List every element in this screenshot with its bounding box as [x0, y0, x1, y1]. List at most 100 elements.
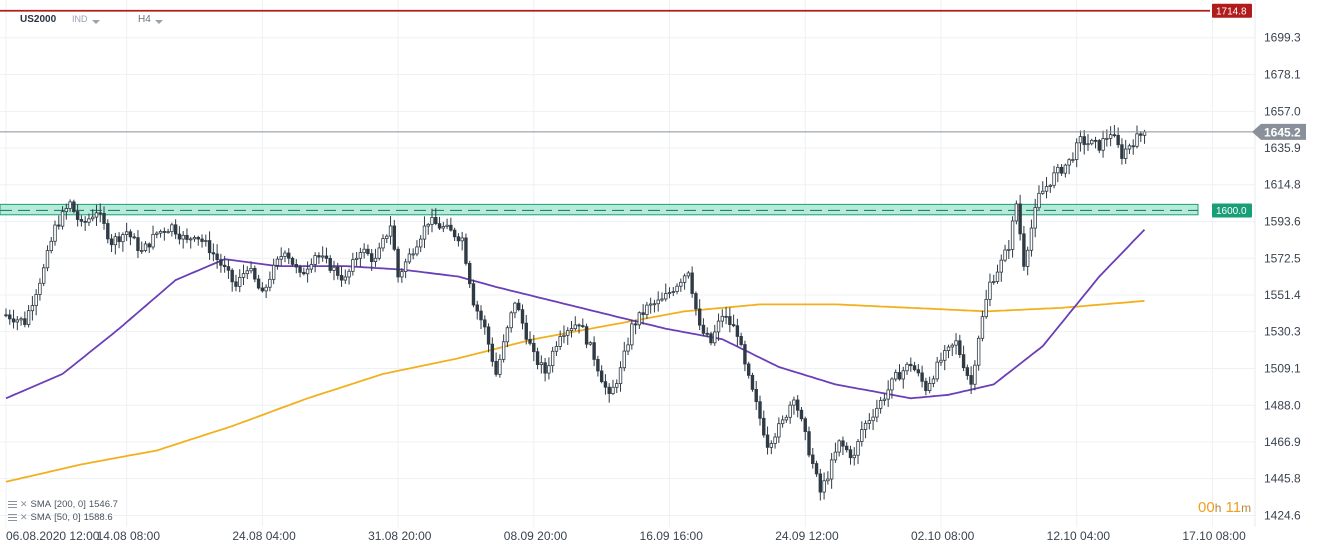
candle	[490, 337, 495, 367]
candle	[517, 298, 521, 312]
candle	[811, 448, 815, 469]
candle	[686, 270, 691, 279]
candle	[871, 408, 875, 431]
legend-sma-50[interactable]: ✕ SMA [50, 0] 1588.6	[8, 512, 113, 523]
candle	[324, 247, 329, 264]
candle-body	[113, 236, 118, 246]
candle-body	[324, 255, 329, 259]
price-axis: 1699.3 1678.1 1657.0 1635.9 1614.8 1593.6 1572…	[1264, 31, 1301, 523]
candle-body	[1071, 159, 1075, 161]
candle-body	[388, 225, 393, 237]
candle-body	[1086, 143, 1090, 146]
candle-body	[4, 314, 8, 317]
candle-body	[1123, 148, 1128, 159]
candle-body	[1074, 142, 1079, 160]
candle-body	[618, 367, 623, 385]
timeframe-dropdown-icon[interactable]	[155, 20, 163, 24]
candle	[60, 206, 65, 230]
candle	[460, 231, 464, 251]
candle	[630, 319, 634, 350]
candle-body	[215, 253, 219, 260]
candle-body	[200, 238, 204, 242]
close-icon[interactable]: ✕	[20, 512, 28, 522]
candle-body	[539, 362, 544, 365]
candle-body	[124, 231, 129, 235]
candle	[407, 248, 412, 265]
candle-body	[181, 234, 185, 240]
candle-body	[1101, 138, 1105, 151]
candle-body	[697, 308, 702, 326]
candle-body	[230, 269, 234, 283]
instrument-type-label[interactable]: IND	[72, 14, 88, 24]
candle-body	[641, 312, 645, 315]
candle	[268, 271, 272, 292]
candle-body	[98, 212, 102, 215]
price-tick-label: 1466.9	[1264, 435, 1301, 449]
time-tick-label: 08.09 20:00	[504, 529, 568, 543]
candle	[920, 365, 924, 388]
candle	[550, 346, 555, 373]
candle	[724, 307, 728, 325]
candle-body	[554, 346, 559, 352]
candle-body	[509, 312, 513, 329]
candle-body	[60, 211, 65, 227]
legend-sma-200[interactable]: ✕ SMA [200, 0] 1546.7	[8, 499, 118, 510]
settings-icon[interactable]	[8, 501, 17, 508]
candle-body	[249, 267, 253, 272]
candle-body	[976, 337, 981, 366]
candle-body	[452, 229, 457, 238]
candle	[430, 208, 434, 233]
timeframe-label[interactable]: H4	[138, 14, 151, 25]
candle	[422, 216, 427, 249]
settings-icon[interactable]	[8, 514, 17, 521]
candle-body	[351, 259, 355, 272]
candle-body	[320, 255, 325, 258]
candle	[596, 355, 600, 377]
candle	[377, 242, 381, 261]
candle-body	[94, 212, 99, 218]
candle	[381, 234, 385, 252]
candle	[599, 365, 604, 384]
candle-body	[811, 454, 815, 464]
time-tick-label: 24.08 04:00	[232, 529, 296, 543]
candle-body	[886, 389, 890, 400]
candle-body	[946, 346, 951, 351]
candle-body	[558, 336, 562, 347]
candle	[215, 244, 219, 269]
candle-body	[1112, 134, 1117, 137]
candle-body	[68, 201, 72, 209]
symbol-label[interactable]: US2000	[20, 14, 57, 25]
candle	[64, 203, 69, 220]
candle	[1003, 244, 1007, 263]
candle	[539, 355, 544, 374]
candle	[464, 233, 468, 266]
candle	[746, 361, 751, 379]
grid-lines	[0, 0, 1255, 527]
candle-body	[863, 422, 868, 430]
price-levels	[0, 9, 1255, 133]
candle	[1059, 164, 1064, 176]
candle	[396, 246, 400, 283]
candle	[475, 300, 479, 320]
candle-body	[777, 423, 781, 438]
close-icon[interactable]: ✕	[20, 499, 28, 509]
candle-body	[577, 324, 581, 327]
candle-body	[245, 270, 249, 275]
instrument-dropdown-icon[interactable]	[92, 20, 100, 24]
candle-body	[754, 388, 758, 403]
candle-body	[34, 294, 38, 306]
candle	[260, 282, 265, 293]
candle-body	[916, 369, 921, 374]
candle	[49, 237, 53, 254]
candle	[1018, 194, 1022, 241]
candle	[901, 366, 905, 389]
candle	[554, 341, 559, 356]
price-tick-label: 1593.6	[1264, 215, 1301, 229]
candle	[347, 268, 351, 285]
candle-body	[283, 252, 287, 257]
candle	[1127, 143, 1132, 155]
candle	[524, 314, 528, 345]
candle-body	[373, 257, 378, 262]
